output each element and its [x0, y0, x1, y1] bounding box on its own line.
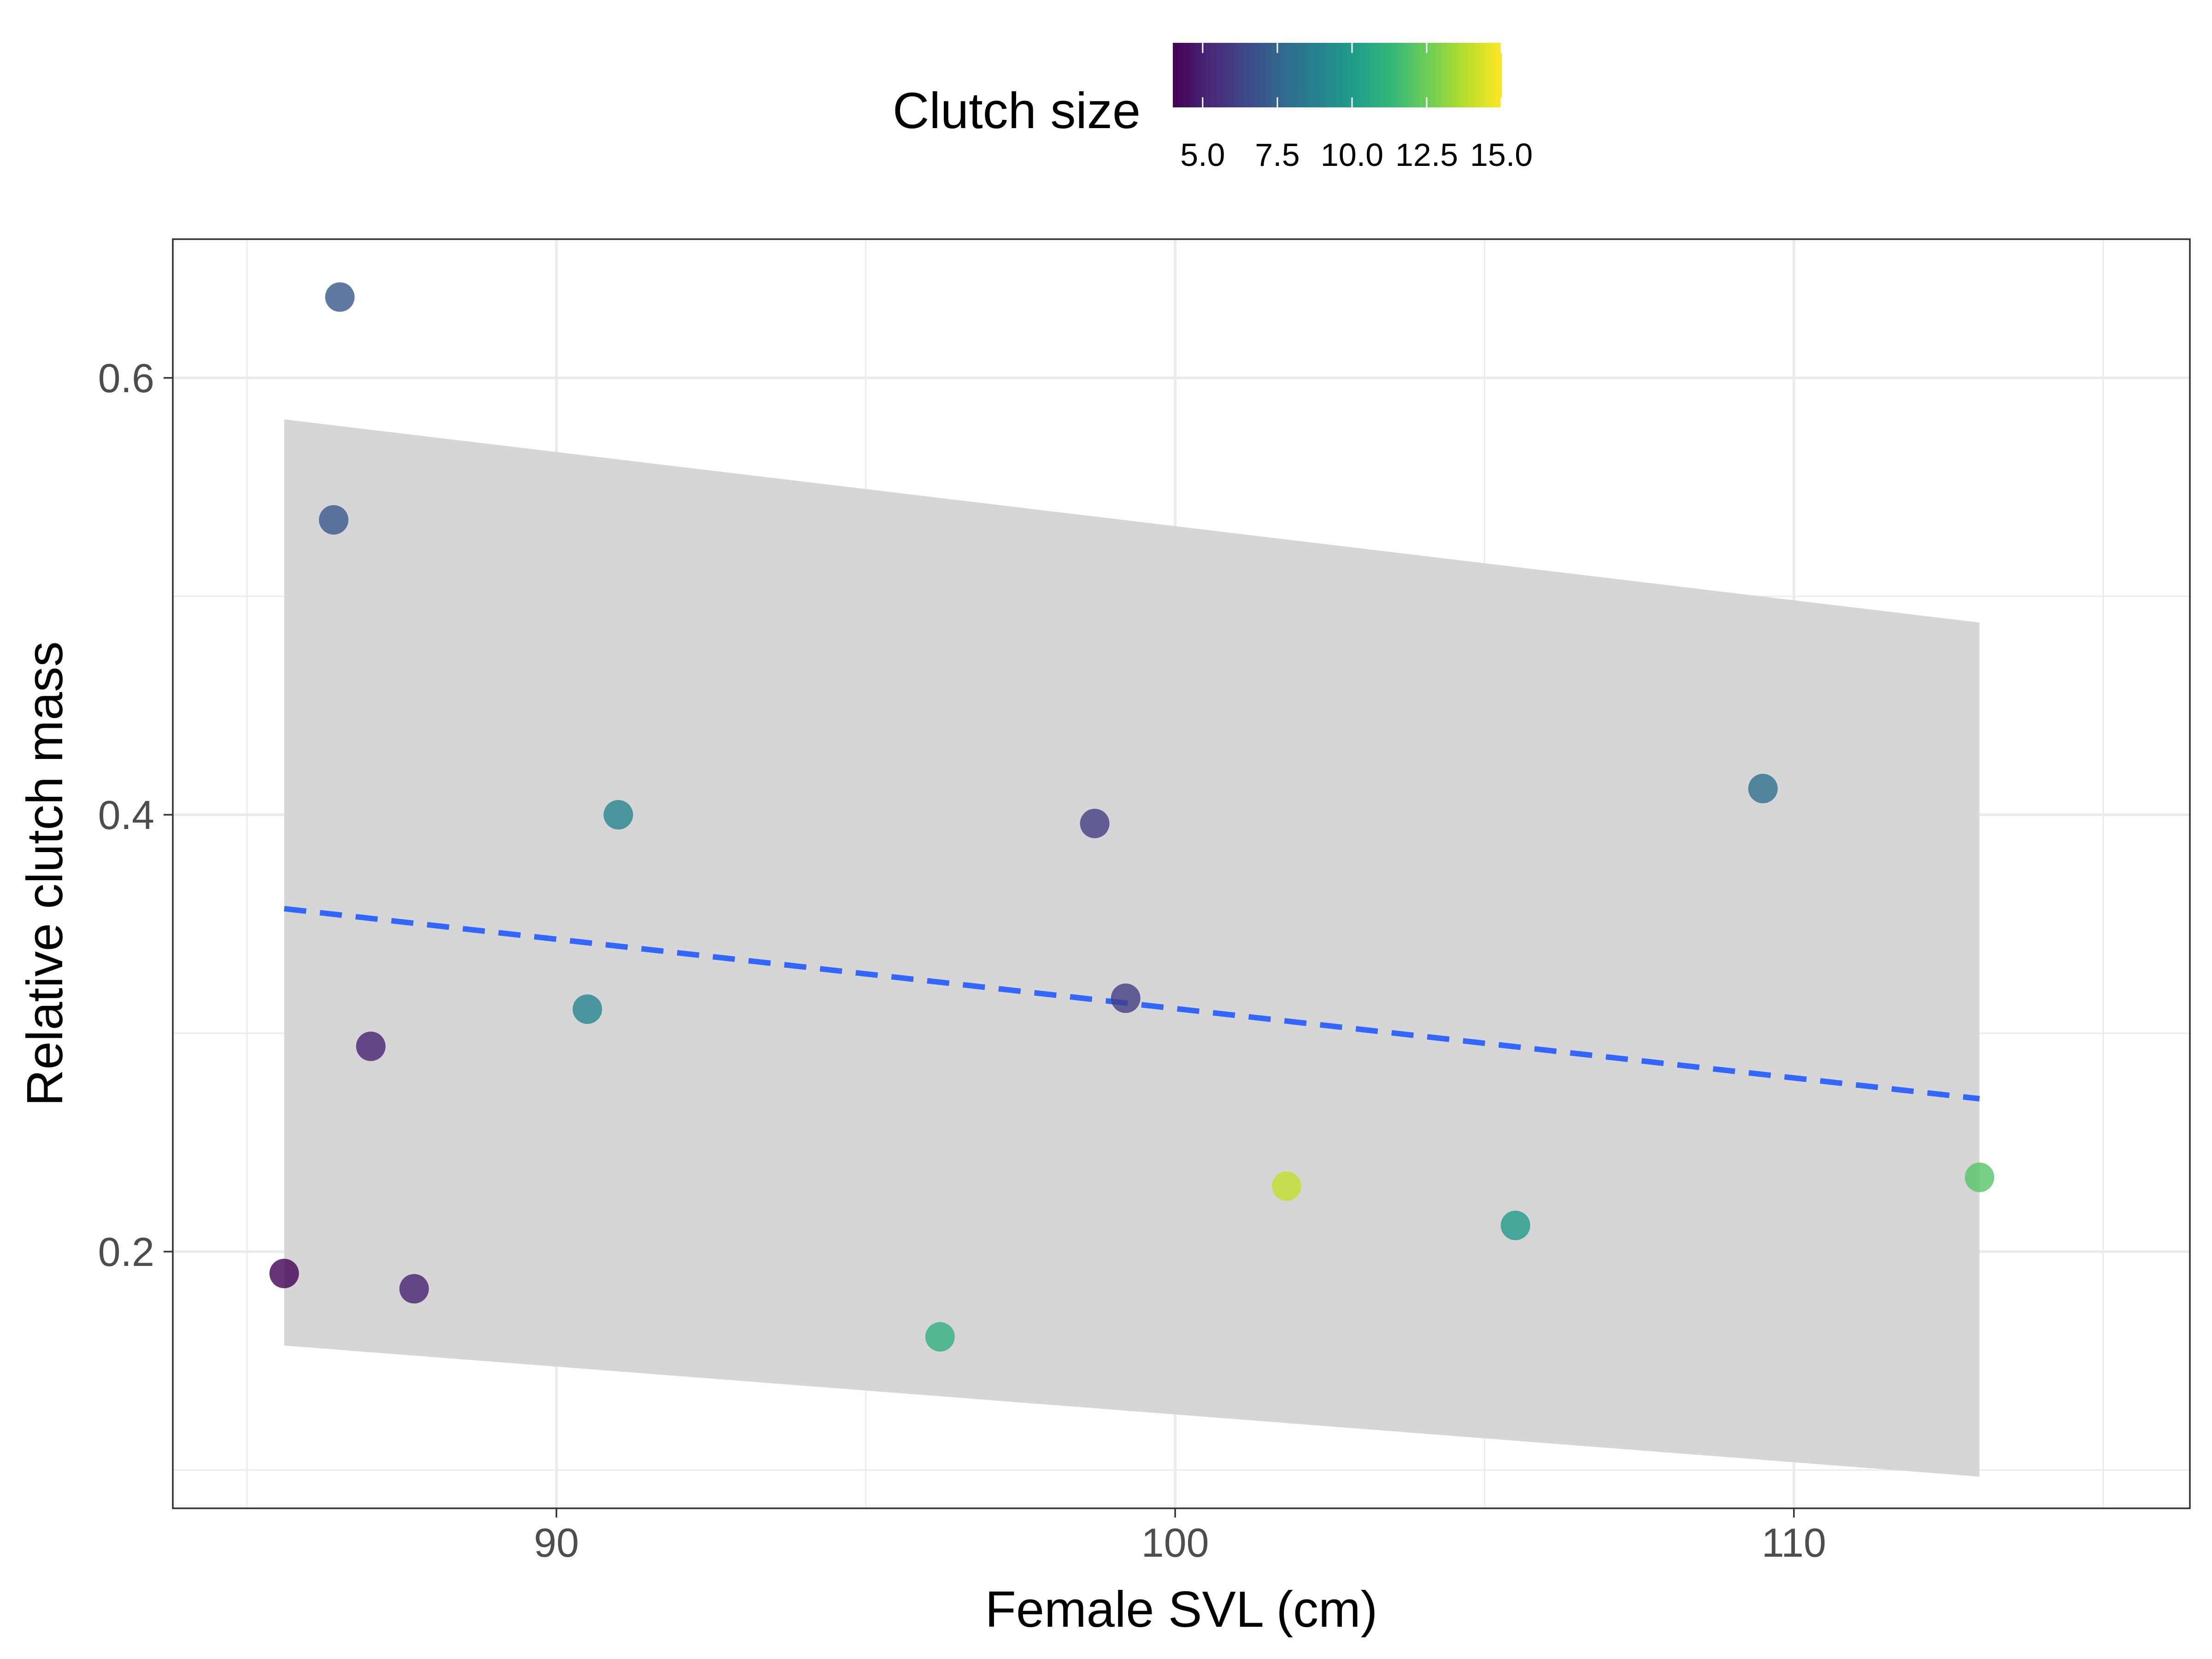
data-point: [325, 282, 355, 312]
colorbar-segment: [1320, 43, 1327, 107]
colorbar-segment: [1468, 43, 1475, 107]
colorbar-tick-label: 7.5: [1255, 137, 1300, 173]
colorbar-segment: [1178, 43, 1184, 107]
data-point: [269, 1259, 299, 1288]
colorbar-tick-label: 15.0: [1470, 137, 1533, 173]
data-point: [1080, 808, 1110, 838]
colorbar-segment: [1381, 43, 1387, 107]
colorbar-segment: [1342, 43, 1349, 107]
colorbar-segment: [1452, 43, 1458, 107]
y-tick-label: 0.4: [98, 792, 154, 838]
legend-title: Clutch size: [893, 82, 1141, 139]
x-tick-label: 110: [1762, 1520, 1826, 1565]
colorbar-segment: [1288, 43, 1294, 107]
panel-border: [172, 238, 2191, 1509]
colorbar-segment: [1386, 43, 1393, 107]
colorbar-segment: [1211, 43, 1218, 107]
colorbar-segment: [1441, 43, 1447, 107]
data-point: [572, 994, 602, 1024]
colorbar-segment: [1392, 43, 1398, 107]
colorbar-ticks: 5.0 7.5 10.0 12.5 15.0: [1180, 43, 1533, 173]
colorbar-segment: [1244, 43, 1250, 107]
data-point: [1271, 1171, 1301, 1201]
y-axis: 0.2 0.4 0.6: [98, 355, 173, 1275]
data-point: [1500, 1211, 1530, 1241]
y-tick-label: 0.6: [98, 355, 154, 401]
colorbar-segment: [1496, 43, 1502, 107]
colorbar-segment: [1403, 43, 1409, 107]
colorbar-segment: [1222, 43, 1228, 107]
colorbar-segment: [1474, 43, 1480, 107]
colorbar-segment: [1315, 43, 1321, 107]
x-tick-label: 90: [534, 1520, 579, 1565]
data-point: [1965, 1162, 1994, 1192]
x-axis: 90 100 110: [534, 1508, 1826, 1565]
colorbar-segment: [1260, 43, 1267, 107]
colorbar-segment: [1457, 43, 1464, 107]
x-axis-title: Female SVL (cm): [985, 1581, 1378, 1638]
colorbar-segment: [1490, 43, 1497, 107]
x-tick-label: 100: [1141, 1520, 1209, 1565]
colorbar-segment: [1447, 43, 1453, 107]
data-point: [319, 505, 349, 535]
colorbar-segment: [1359, 43, 1365, 107]
colorbar-segment: [1238, 43, 1245, 107]
colorbar-segment: [1173, 43, 1179, 107]
y-tick-label: 0.2: [98, 1229, 154, 1275]
colorbar-legend: Clutch size 5.0 7.5 10.0 12.5 15.0: [893, 43, 1533, 173]
confidence-band: [284, 419, 1980, 1477]
colorbar-segment: [1206, 43, 1212, 107]
colorbar-segment: [1370, 43, 1376, 107]
colorbar-segment: [1375, 43, 1382, 107]
colorbar-segment: [1435, 43, 1442, 107]
colorbar-segment: [1408, 43, 1414, 107]
colorbar-segment: [1353, 43, 1360, 107]
colorbar-segment: [1217, 43, 1223, 107]
colorbar-segment: [1277, 43, 1283, 107]
colorbar-segment: [1266, 43, 1272, 107]
fit-line: [284, 906, 1980, 1102]
colorbar-segment: [1348, 43, 1354, 107]
colorbar-segment: [1255, 43, 1261, 107]
colorbar-segment: [1485, 43, 1491, 107]
colorbar-segment: [1282, 43, 1288, 107]
colorbar-segment: [1271, 43, 1277, 107]
colorbar-segment: [1304, 43, 1311, 107]
colorbar-segment: [1194, 43, 1201, 107]
colorbar-tick-label: 5.0: [1180, 137, 1225, 173]
colorbar-segment: [1430, 43, 1436, 107]
data-point: [399, 1274, 429, 1304]
colorbar-segment: [1413, 43, 1420, 107]
colorbar-segment: [1249, 43, 1256, 107]
colorbar-segment: [1310, 43, 1316, 107]
colorbar-segment: [1331, 43, 1338, 107]
colorbar-segment: [1397, 43, 1404, 107]
data-point: [1748, 774, 1778, 804]
colorbar-segment: [1424, 43, 1431, 107]
colorbar-segment: [1227, 43, 1234, 107]
colorbar: [1173, 43, 1502, 107]
colorbar-segment: [1233, 43, 1239, 107]
colorbar-tick-label: 12.5: [1395, 137, 1458, 173]
colorbar-segment: [1419, 43, 1425, 107]
y-axis-title: Relative clutch mass: [17, 641, 73, 1106]
colorbar-tick-label: 10.0: [1321, 137, 1383, 173]
data-points: [269, 282, 1994, 1352]
colorbar-segment: [1326, 43, 1332, 107]
colorbar-segment: [1337, 43, 1343, 107]
data-point: [925, 1322, 955, 1352]
colorbar-segment: [1299, 43, 1305, 107]
colorbar-segment: [1183, 43, 1190, 107]
colorbar-segment: [1189, 43, 1195, 107]
colorbar-segment: [1293, 43, 1300, 107]
colorbar-segment: [1200, 43, 1206, 107]
data-point: [356, 1031, 386, 1061]
colorbar-segment: [1364, 43, 1371, 107]
colorbar-segment: [1479, 43, 1486, 107]
colorbar-segment: [1463, 43, 1469, 107]
data-point: [1111, 983, 1141, 1013]
plot-panel: [172, 238, 2191, 1509]
data-point: [603, 800, 633, 830]
